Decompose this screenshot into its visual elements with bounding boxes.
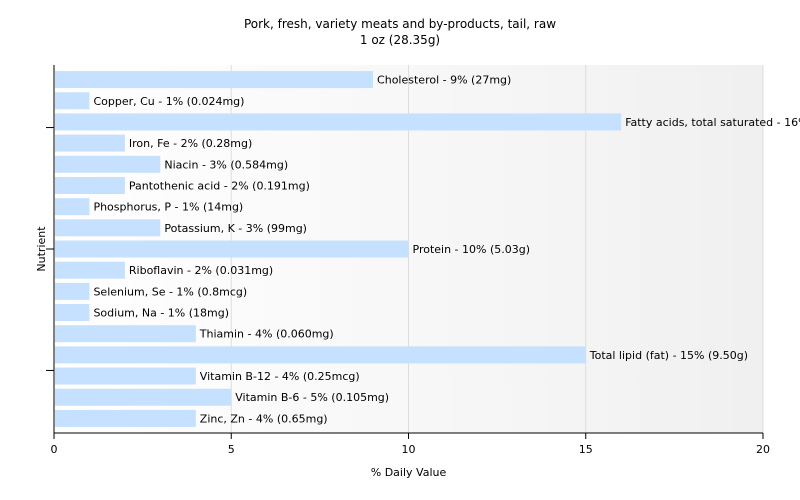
bar — [55, 367, 196, 385]
bar — [55, 409, 196, 427]
x-axis-title: % Daily Value — [371, 466, 447, 479]
bar — [55, 134, 125, 152]
bar — [55, 219, 161, 237]
bar-label: Selenium, Se - 1% (0.8mcg) — [93, 285, 247, 298]
bar — [55, 71, 374, 89]
chart-title: Pork, fresh, variety meats and by-produc… — [243, 17, 557, 31]
bar — [55, 176, 125, 194]
bar-label: Niacin - 3% (0.584mg) — [164, 158, 288, 171]
bar-label: Zinc, Zn - 4% (0.65mg) — [200, 412, 328, 425]
bar — [55, 325, 196, 343]
bar — [55, 304, 90, 322]
bar-label: Thiamin - 4% (0.060mg) — [199, 328, 334, 341]
bar — [55, 388, 232, 406]
bar-label: Sodium, Na - 1% (18mg) — [93, 307, 229, 320]
bar — [55, 346, 586, 364]
bar-label: Potassium, K - 3% (99mg) — [164, 222, 307, 235]
bar — [55, 198, 90, 216]
bar-label: Riboflavin - 2% (0.031mg) — [129, 264, 273, 277]
bar-label: Iron, Fe - 2% (0.28mg) — [129, 137, 252, 150]
x-tick-label: 20 — [756, 443, 770, 456]
bar-label: Protein - 10% (5.03g) — [413, 243, 531, 256]
x-tick-label: 0 — [51, 443, 58, 456]
chart-subtitle: 1 oz (28.35g) — [359, 33, 441, 47]
bar-label: Phosphorus, P - 1% (14mg) — [93, 201, 243, 214]
bar-label: Total lipid (fat) - 15% (9.50g) — [589, 349, 748, 362]
bar-label: Fatty acids, total saturated - 16% (3.30… — [625, 116, 800, 129]
bar — [55, 113, 622, 131]
bar-label: Cholesterol - 9% (27mg) — [377, 74, 511, 87]
bar-label: Vitamin B-12 - 4% (0.25mcg) — [200, 370, 360, 383]
bar — [55, 92, 90, 110]
x-tick-label: 10 — [402, 443, 416, 456]
bar-label: Copper, Cu - 1% (0.024mg) — [93, 95, 244, 108]
y-axis-title: Nutrient — [35, 226, 48, 272]
x-tick-label: 15 — [579, 443, 593, 456]
bar — [55, 155, 161, 173]
x-tick-label: 5 — [228, 443, 235, 456]
bar-label: Vitamin B-6 - 5% (0.105mg) — [235, 391, 389, 404]
bar — [55, 282, 90, 300]
bar-label: Pantothenic acid - 2% (0.191mg) — [129, 179, 310, 192]
bar — [55, 240, 409, 258]
bar — [55, 261, 125, 279]
